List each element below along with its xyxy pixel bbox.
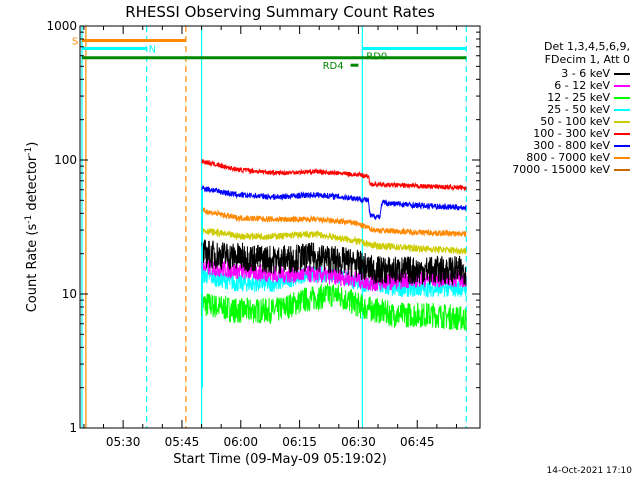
legend: Det 1,3,4,5,6,9, FDecim 1, Att 0 3 - 6 k… bbox=[478, 40, 630, 176]
legend-item: 300 - 800 keV bbox=[478, 140, 630, 152]
legend-header-line-2: FDecim 1, Att 0 bbox=[544, 53, 630, 66]
x-tick-label: 06:30 bbox=[341, 435, 376, 449]
legend-item: 12 - 25 keV bbox=[478, 92, 630, 104]
legend-item: 7000 - 15000 keV bbox=[478, 164, 630, 176]
footer-date: 14-Oct-2021 17:10 bbox=[546, 466, 632, 476]
plot-frame bbox=[79, 25, 481, 429]
legend-item: 50 - 100 keV bbox=[478, 116, 630, 128]
flag-label-s: S bbox=[72, 36, 78, 47]
y-tick-label: 1000 bbox=[46, 19, 77, 33]
legend-swatch bbox=[614, 85, 630, 87]
y-tick-label: 10 bbox=[62, 287, 77, 301]
legend-swatch bbox=[614, 73, 630, 75]
legend-swatch bbox=[614, 157, 630, 159]
legend-item: 6 - 12 keV bbox=[478, 80, 630, 92]
flag-label-n: N bbox=[149, 44, 156, 55]
legend-swatch bbox=[614, 121, 630, 123]
chart-title: RHESSI Observing Summary Count Rates bbox=[125, 3, 435, 21]
x-tick-label: 05:30 bbox=[106, 435, 141, 449]
series-line-6 bbox=[201, 158, 467, 192]
legend-item: 800 - 7000 keV bbox=[478, 152, 630, 164]
y-tick-label: 1 bbox=[69, 421, 77, 435]
legend-header-line-1: Det 1,3,4,5,6,9, bbox=[543, 40, 630, 53]
flag-label-rd0: RD0 bbox=[366, 52, 387, 63]
y-axis-label: Count Rate (s-1 detector-1) bbox=[24, 142, 40, 313]
y-tick-label: 100 bbox=[54, 153, 77, 167]
legend-swatch bbox=[614, 97, 630, 99]
x-tick-label: 06:00 bbox=[223, 435, 258, 449]
legend-swatch bbox=[614, 145, 630, 147]
x-tick-label: 05:45 bbox=[165, 435, 200, 449]
series-line-5 bbox=[201, 227, 467, 256]
series-line-3 bbox=[201, 283, 467, 331]
legend-swatch bbox=[614, 109, 630, 111]
series-line-1 bbox=[201, 238, 467, 286]
legend-item: 100 - 300 keV bbox=[478, 128, 630, 140]
legend-item: 25 - 50 keV bbox=[478, 104, 630, 116]
series-line-7 bbox=[201, 185, 467, 221]
series-line-8 bbox=[201, 206, 467, 238]
x-tick-label: 06:15 bbox=[282, 435, 317, 449]
legend-swatch bbox=[614, 169, 630, 171]
legend-item: 3 - 6 keV bbox=[478, 68, 630, 80]
x-axis-label: Start Time (09-May-09 05:19:02) bbox=[173, 452, 387, 467]
legend-swatch bbox=[614, 133, 630, 135]
x-tick-label: 06:45 bbox=[400, 435, 435, 449]
flag-label-rd4: RD4 bbox=[323, 61, 344, 72]
